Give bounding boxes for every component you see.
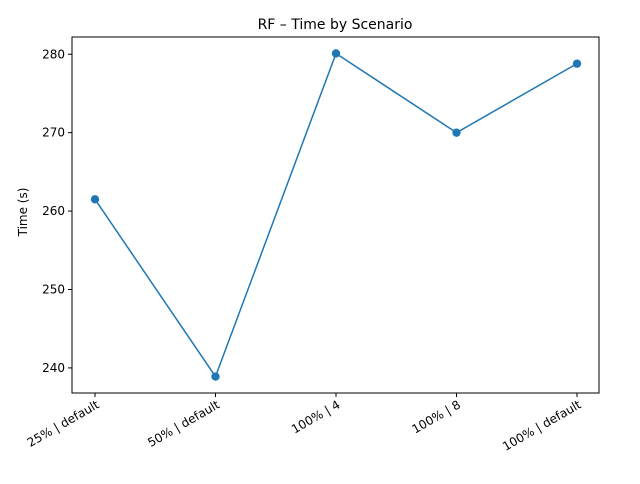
series-group (90, 49, 582, 381)
y-tick-label: 250 (42, 282, 65, 296)
y-axis-ticks: 240 250 260 270 280 (42, 47, 72, 375)
y-tick-label: 240 (42, 361, 65, 375)
y-tick-label: 260 (42, 204, 65, 218)
y-tick-label: 280 (42, 47, 65, 61)
data-point (211, 372, 220, 381)
chart-title: RF – Time by Scenario (258, 17, 413, 33)
data-point (331, 49, 341, 58)
data-point (452, 128, 461, 137)
data-point (572, 59, 582, 68)
data-point (90, 195, 100, 204)
y-tick-label: 270 (42, 126, 65, 140)
y-axis-label: Time (s) (16, 188, 30, 238)
